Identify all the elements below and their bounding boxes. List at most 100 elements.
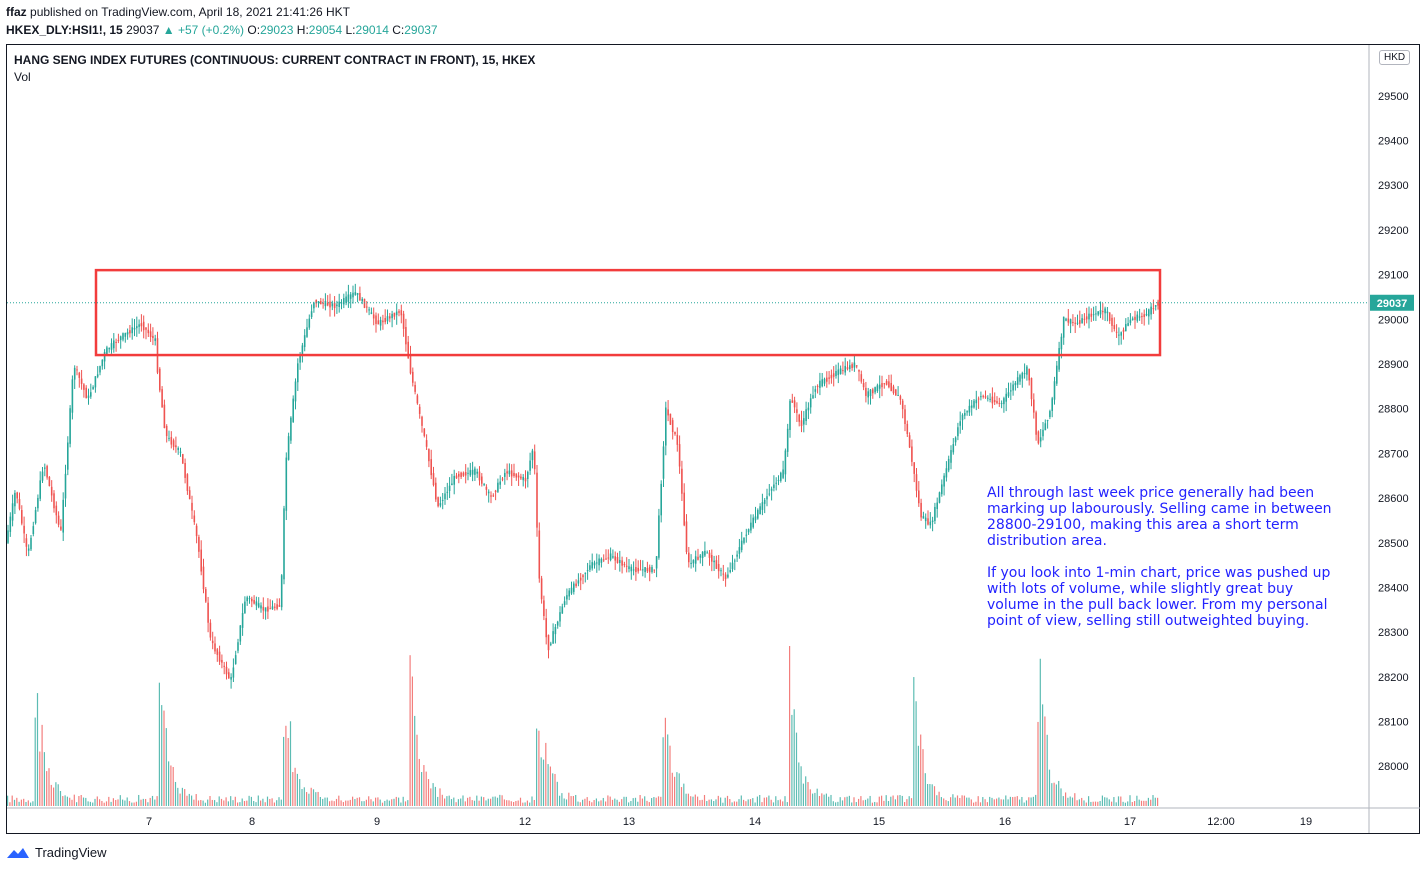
candle-body — [285, 457, 288, 511]
candle-body — [412, 371, 414, 383]
volume-bar — [384, 800, 386, 806]
candle-body — [303, 335, 306, 348]
volume-bar — [1030, 797, 1032, 806]
volume-bar — [1124, 802, 1126, 806]
candle-body — [754, 516, 757, 521]
volume-bar — [13, 799, 16, 806]
candle-body — [775, 482, 777, 484]
volume-bar — [563, 798, 565, 806]
volume-bar — [214, 800, 216, 806]
candle-body — [522, 476, 524, 481]
volume-bar — [492, 796, 494, 806]
volume-bar — [556, 781, 558, 806]
volume-bar — [329, 801, 331, 806]
candle-body — [591, 562, 593, 569]
candle-body — [55, 505, 58, 516]
candle-body — [184, 463, 186, 478]
candle-body — [770, 488, 773, 491]
footer-brand[interactable]: TradingView — [6, 845, 107, 860]
candle-body — [257, 603, 260, 608]
volume-bar — [62, 796, 64, 806]
candle-body — [678, 444, 681, 467]
volume-bar — [841, 800, 844, 806]
candle-body — [798, 414, 800, 422]
volume-bar — [179, 793, 181, 806]
candle-body — [908, 435, 911, 448]
volume-bar — [533, 799, 535, 806]
annotation-note: All through last week price generally ha… — [987, 485, 1347, 645]
volume-bar — [713, 801, 715, 806]
volume-bar — [513, 802, 515, 806]
candle-body — [1042, 429, 1044, 437]
volume-bar — [485, 800, 487, 806]
candle-body — [1060, 336, 1063, 350]
candle-body — [53, 493, 55, 509]
candle-body — [796, 409, 798, 413]
candle-body — [984, 396, 987, 398]
author-name[interactable]: ffaz — [6, 5, 27, 19]
volume-bar — [954, 797, 956, 806]
volume-bar — [667, 734, 669, 806]
volume-bar — [340, 800, 342, 806]
volume-bar — [740, 795, 742, 806]
candle-body — [1067, 318, 1070, 323]
candle-body — [14, 492, 16, 507]
candle-body — [993, 399, 996, 403]
volume-bar — [772, 802, 775, 806]
volume-bar — [255, 802, 257, 806]
candle-body — [377, 320, 380, 325]
candle-body — [1108, 312, 1111, 321]
candle-body — [448, 485, 451, 491]
volume-bar — [262, 798, 264, 806]
volume-bar — [409, 655, 411, 806]
candle-body — [1143, 314, 1145, 317]
candle-body — [317, 301, 320, 304]
candle-body — [1058, 348, 1060, 370]
candle-body — [439, 503, 442, 506]
candle-body — [1115, 331, 1118, 333]
candle-body — [23, 525, 25, 534]
candle-body — [816, 385, 819, 387]
volume-bar — [646, 800, 648, 806]
volume-bar — [170, 765, 172, 806]
volume-bar — [430, 788, 432, 806]
candle-body — [338, 301, 340, 307]
candle-body — [430, 459, 432, 476]
price-tick-label: 29000 — [1378, 314, 1409, 326]
candle-body — [278, 605, 281, 607]
candle-body — [163, 404, 166, 429]
candle-body — [844, 365, 846, 373]
candle-body — [938, 492, 941, 503]
currency-badge[interactable]: HKD — [1379, 50, 1411, 65]
candle-body — [554, 626, 557, 635]
high-label: H: — [296, 23, 309, 37]
volume-bar — [7, 795, 9, 806]
volume-bar — [864, 799, 867, 806]
open-label: O: — [247, 23, 261, 37]
candle-body — [881, 383, 883, 388]
candle-body — [842, 370, 844, 372]
candle-body — [283, 508, 285, 580]
candle-body — [630, 566, 633, 572]
candle-body — [11, 503, 14, 521]
candle-body — [310, 311, 313, 317]
volume-bar — [315, 792, 317, 806]
volume-bar — [73, 794, 75, 806]
volume-bar — [625, 796, 627, 806]
candle-body — [807, 407, 810, 411]
candle-body — [476, 471, 478, 474]
volume-bar — [324, 797, 326, 806]
volume-bar — [586, 797, 588, 806]
volume-bar — [572, 796, 574, 806]
volume-bar — [174, 781, 177, 806]
volume-bar — [669, 745, 671, 806]
volume-bar — [782, 801, 784, 806]
volume-bar — [1154, 797, 1156, 806]
candle-body — [379, 319, 382, 326]
volume-bar — [970, 799, 972, 806]
candle-body — [290, 417, 292, 441]
candle-body — [60, 526, 62, 530]
candle-body — [1136, 314, 1139, 321]
volume-bar — [671, 772, 673, 806]
